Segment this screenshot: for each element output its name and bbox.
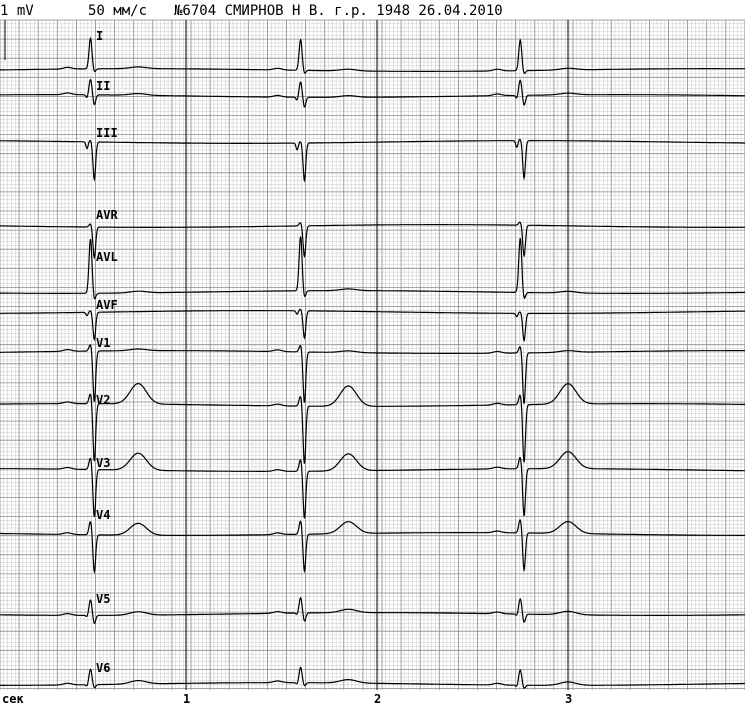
lead-trace-avl xyxy=(0,236,745,300)
lead-trace-v5 xyxy=(0,596,745,624)
lead-label-ii: II xyxy=(96,79,110,93)
paper-speed-label: 50 мм/с xyxy=(88,3,148,19)
lead-label-v5: V5 xyxy=(96,592,110,606)
grid-second-lines xyxy=(4,20,569,690)
lead-trace-v2 xyxy=(0,383,745,464)
lead-label-v1: V1 xyxy=(96,336,110,350)
time-tick-label: 3 xyxy=(565,692,572,706)
grid-minor xyxy=(0,20,745,690)
lead-trace-ii xyxy=(0,78,745,108)
ecg-header: 1 mV 50 мм/с №6704 СМИРНОВ Н В. г.р. 194… xyxy=(0,0,745,22)
lead-label-i: I xyxy=(96,29,103,43)
lead-trace-i xyxy=(0,36,745,74)
lead-label-v2: V2 xyxy=(96,393,110,407)
time-tick-label: 1 xyxy=(183,692,190,706)
time-unit-label: сек xyxy=(2,692,24,706)
lead-trace-v3 xyxy=(0,451,745,519)
lead-trace-iii xyxy=(0,138,745,183)
lead-trace-v4 xyxy=(0,519,745,574)
time-axis: сек 1 2 3 xyxy=(2,692,572,706)
lead-label-iii: III xyxy=(96,126,118,140)
lead-label-v6: V6 xyxy=(96,661,110,675)
lead-label-avr: AVR xyxy=(96,208,118,222)
lead-trace-v6 xyxy=(0,666,745,689)
lead-label-v4: V4 xyxy=(96,508,110,522)
ecg-traces xyxy=(0,36,745,689)
record-info-label: №6704 СМИРНОВ Н В. г.р. 1948 26.04.2010 xyxy=(174,3,503,19)
lead-label-avf: AVF xyxy=(96,298,118,312)
lead-label-avl: AVL xyxy=(96,250,118,264)
lead-label-v3: V3 xyxy=(96,456,110,470)
gain-label: 1 mV xyxy=(0,3,34,19)
time-tick-label: 2 xyxy=(374,692,381,706)
grid-major xyxy=(0,19,745,690)
lead-trace-v1 xyxy=(0,344,745,404)
lead-trace-avf xyxy=(0,308,745,343)
lead-trace-avr xyxy=(0,221,745,260)
